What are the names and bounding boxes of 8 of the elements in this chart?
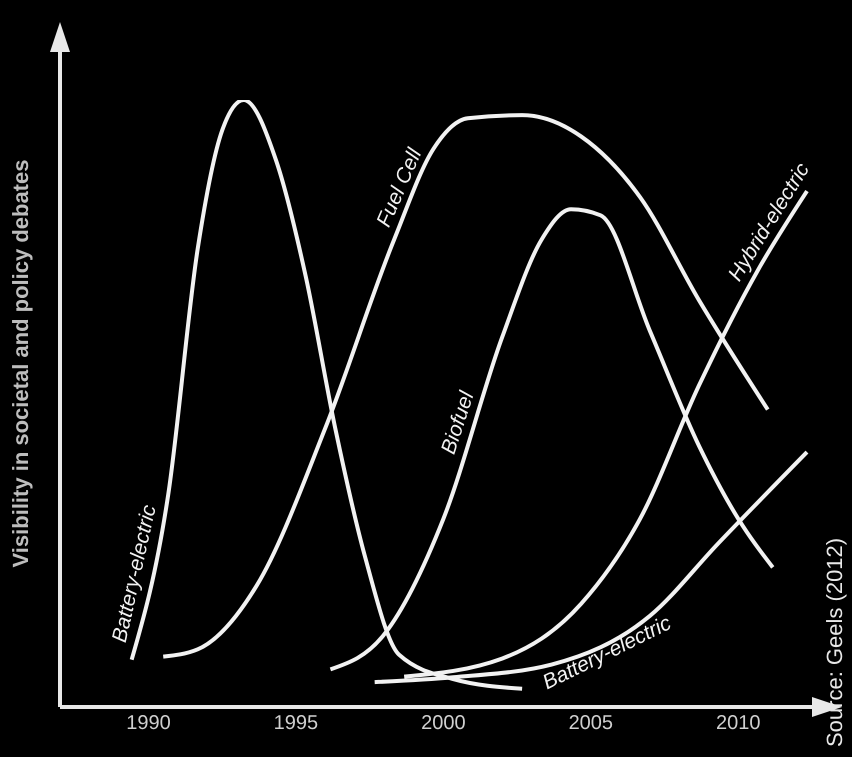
y-axis-title: Visibility in societal and policy debates: [8, 160, 33, 568]
x-tick-label: 2000: [421, 712, 466, 734]
x-tick-label: 1990: [126, 712, 171, 734]
x-tick-label: 2005: [568, 712, 614, 734]
text: Fuel Cell: [372, 144, 427, 230]
x-tick-label: 2010: [716, 712, 761, 734]
text: Biofuel: [436, 388, 479, 457]
x-tick-label: 1995: [274, 712, 318, 734]
